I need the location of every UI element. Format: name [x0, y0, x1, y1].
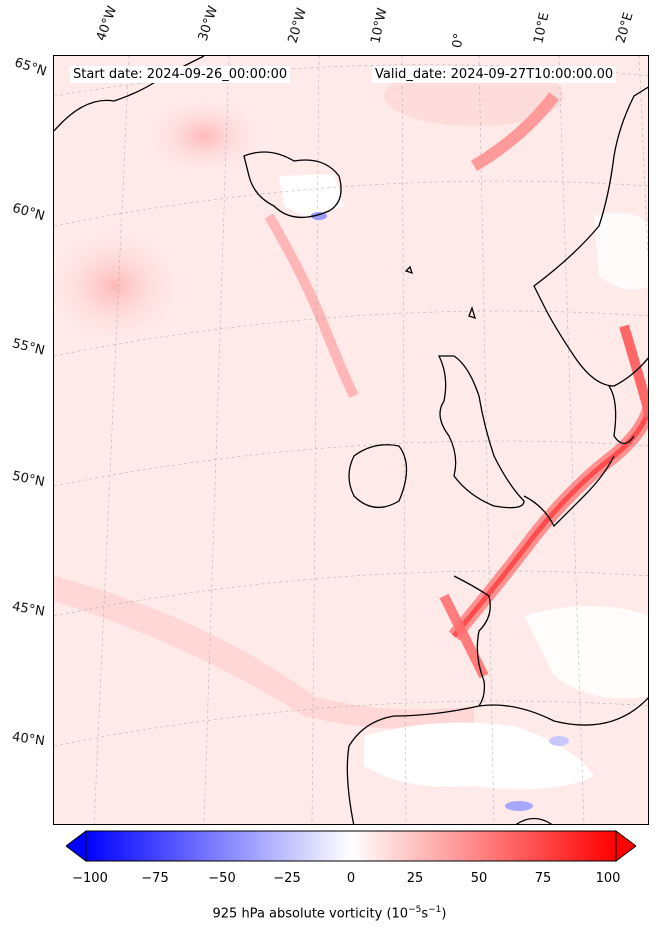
lon-label: 0°	[450, 32, 468, 49]
valid-date: Valid_date: 2024-09-27T10:00:00.00	[372, 66, 617, 83]
colorbar-label: 925 hPa absolute vorticity (10−5s−1)	[212, 905, 447, 922]
colorbar-tick: 100	[595, 871, 621, 886]
lon-label: 10°W	[368, 6, 391, 45]
lat-label: 50°N	[10, 468, 46, 491]
lat-label: 45°N	[10, 599, 46, 620]
colorbar-tick: −75	[141, 871, 169, 886]
map-panel: Start date: 2024-09-26_00:00:00 Valid_da…	[53, 55, 649, 825]
lat-label: 65°N	[12, 55, 49, 80]
colorbar-tick: −25	[273, 871, 301, 886]
colorbar	[66, 830, 636, 862]
lat-label: 55°N	[10, 336, 47, 359]
lon-label: 10°E	[531, 11, 553, 46]
start-date: Start date: 2024-09-26_00:00:00	[70, 66, 291, 83]
lon-label: 20°W	[285, 6, 310, 46]
colorbar-extend-min	[66, 830, 87, 862]
vorticity-field	[54, 56, 648, 824]
colorbar-tick: 50	[470, 871, 488, 886]
lon-label: 40°W	[93, 4, 121, 43]
lon-label: 30°W	[195, 4, 222, 43]
lat-label: 60°N	[10, 200, 47, 225]
colorbar-tick: 25	[406, 871, 424, 886]
lon-label: 20°E	[613, 10, 637, 45]
lat-label: 40°N	[11, 729, 46, 750]
colorbar-tick: 75	[534, 871, 552, 886]
graticule	[54, 56, 648, 824]
colorbar-extend-max	[615, 830, 636, 862]
colorbar-tick: 0	[346, 871, 356, 886]
colorbar-tick: −50	[208, 871, 236, 886]
colorbar-tick: −100	[72, 871, 108, 886]
